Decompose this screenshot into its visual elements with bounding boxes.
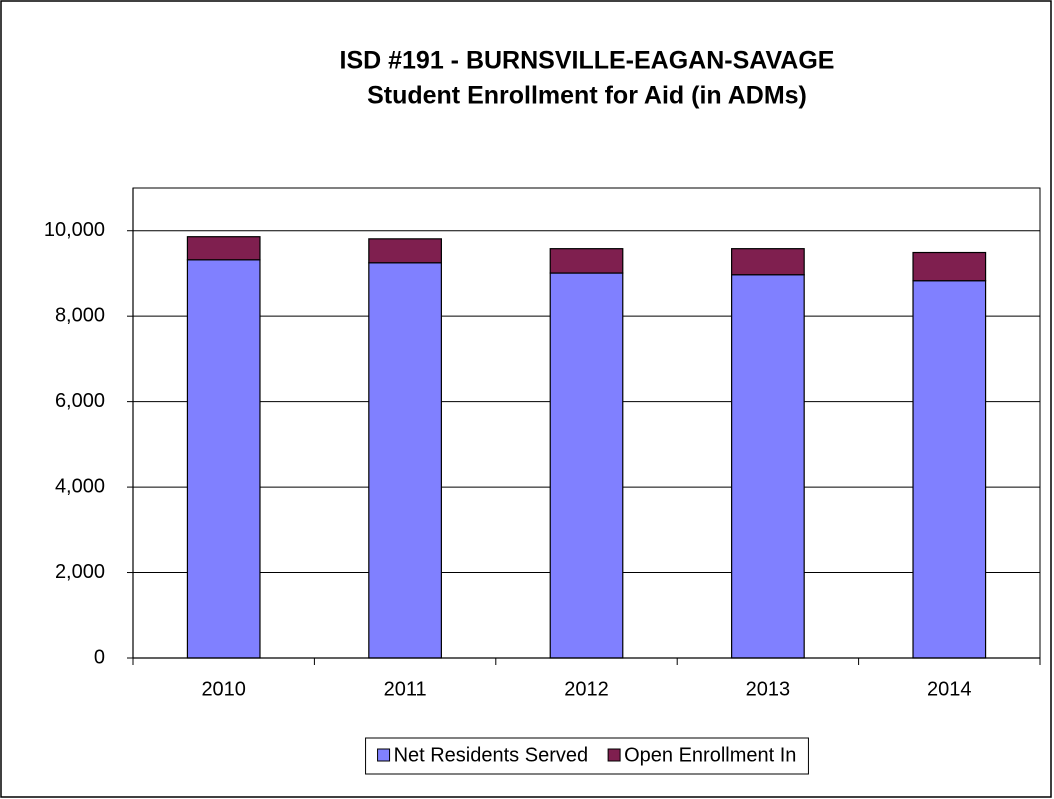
y-tick-label: 2,000 <box>55 561 105 583</box>
y-tick-label: 8,000 <box>55 304 105 326</box>
bar-segment <box>549 248 624 274</box>
chart-subtitle: Student Enrollment for Aid (in ADMs) <box>367 82 807 110</box>
x-tick-label: 2014 <box>927 678 972 700</box>
legend-box <box>365 737 809 775</box>
x-tick-label: 2012 <box>564 678 609 700</box>
bar-segment <box>731 274 805 659</box>
y-tick-label: 4,000 <box>55 475 105 497</box>
bar-segment <box>549 272 624 659</box>
y-tick-label: 0 <box>94 646 105 668</box>
bar-segment <box>368 238 442 264</box>
y-tick-label: 6,000 <box>55 390 105 412</box>
bar-segment <box>186 236 261 261</box>
bar-segment <box>731 248 805 276</box>
legend-swatch <box>377 748 391 762</box>
x-tick-label: 2010 <box>201 678 246 700</box>
legend-label: Open Enrollment In <box>624 744 796 766</box>
bar-segment <box>912 280 987 659</box>
legend-swatch <box>607 748 621 762</box>
x-tick-label: 2013 <box>746 678 791 700</box>
chart-title: ISD #191 - BURNSVILLE-EAGAN-SAVAGE <box>340 47 835 75</box>
legend-label: Net Residents Served <box>394 744 589 766</box>
bar-segment <box>186 259 261 659</box>
x-tick-label: 2011 <box>384 678 427 700</box>
bar-segment <box>368 262 442 659</box>
y-tick-label: 10,000 <box>44 219 105 241</box>
bar-segment <box>912 251 987 282</box>
